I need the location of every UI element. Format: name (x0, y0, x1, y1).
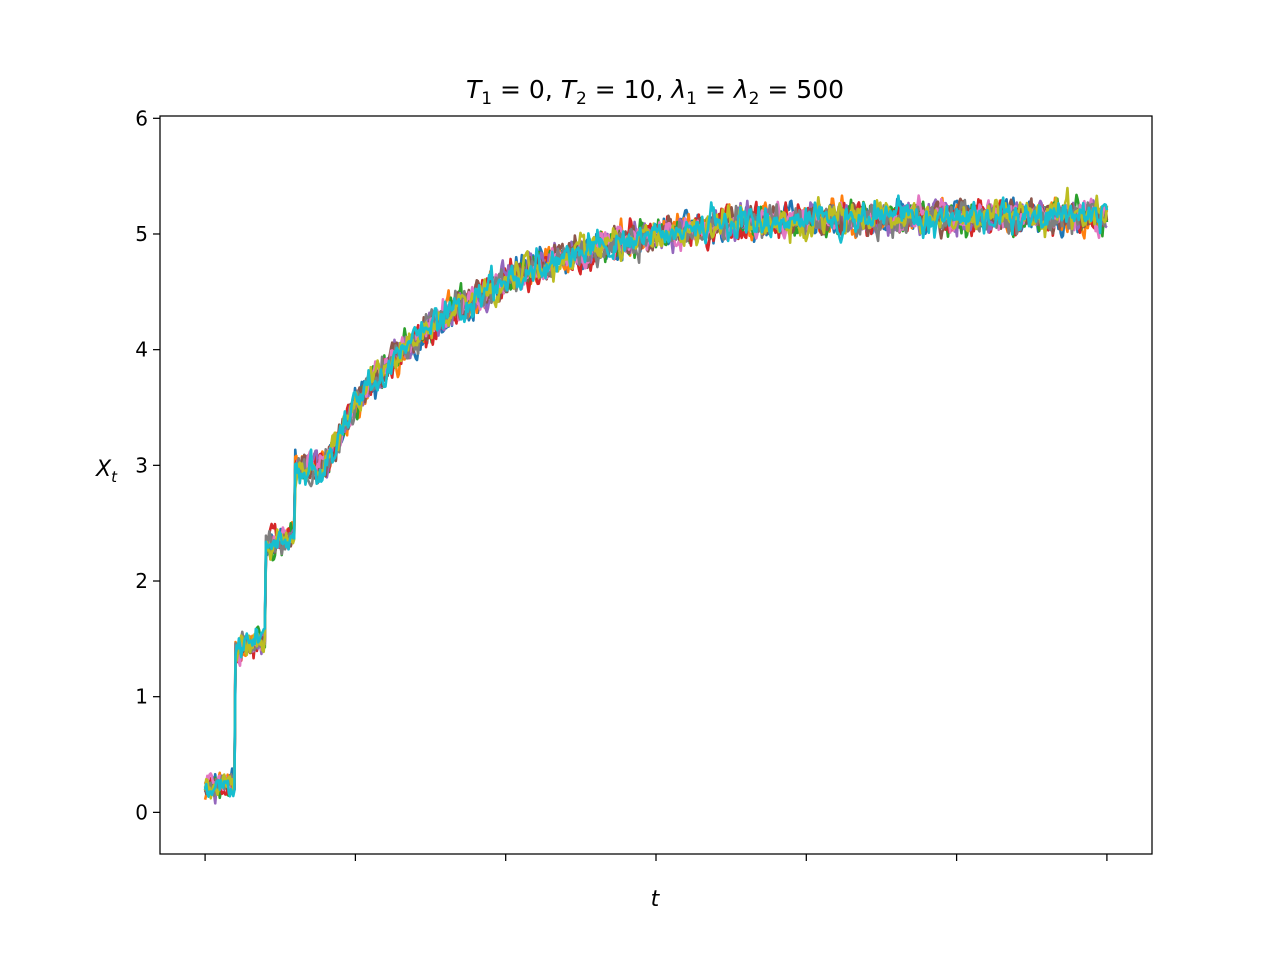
x-axis-label: t (651, 887, 661, 912)
x-axis (204, 854, 1108, 861)
y-axis: 0 1 2 3 4 5 6 (135, 106, 160, 824)
y-tick-label: 3 (135, 453, 148, 477)
y-tick-label: 4 (135, 338, 148, 362)
y-tick-label: 1 (135, 685, 148, 709)
series-layer (203, 186, 1109, 805)
series-line (203, 194, 1109, 798)
y-tick-label: 0 (135, 800, 148, 824)
series-line (203, 186, 1109, 800)
y-tick-label: 2 (135, 569, 148, 593)
chart-title: T1 = 0, T2 = 10, λ1 = λ2 = 500 (466, 75, 844, 109)
y-axis-label: Xt (95, 457, 118, 486)
y-tick-label: 6 (135, 106, 148, 130)
y-tick-label: 5 (135, 222, 148, 246)
